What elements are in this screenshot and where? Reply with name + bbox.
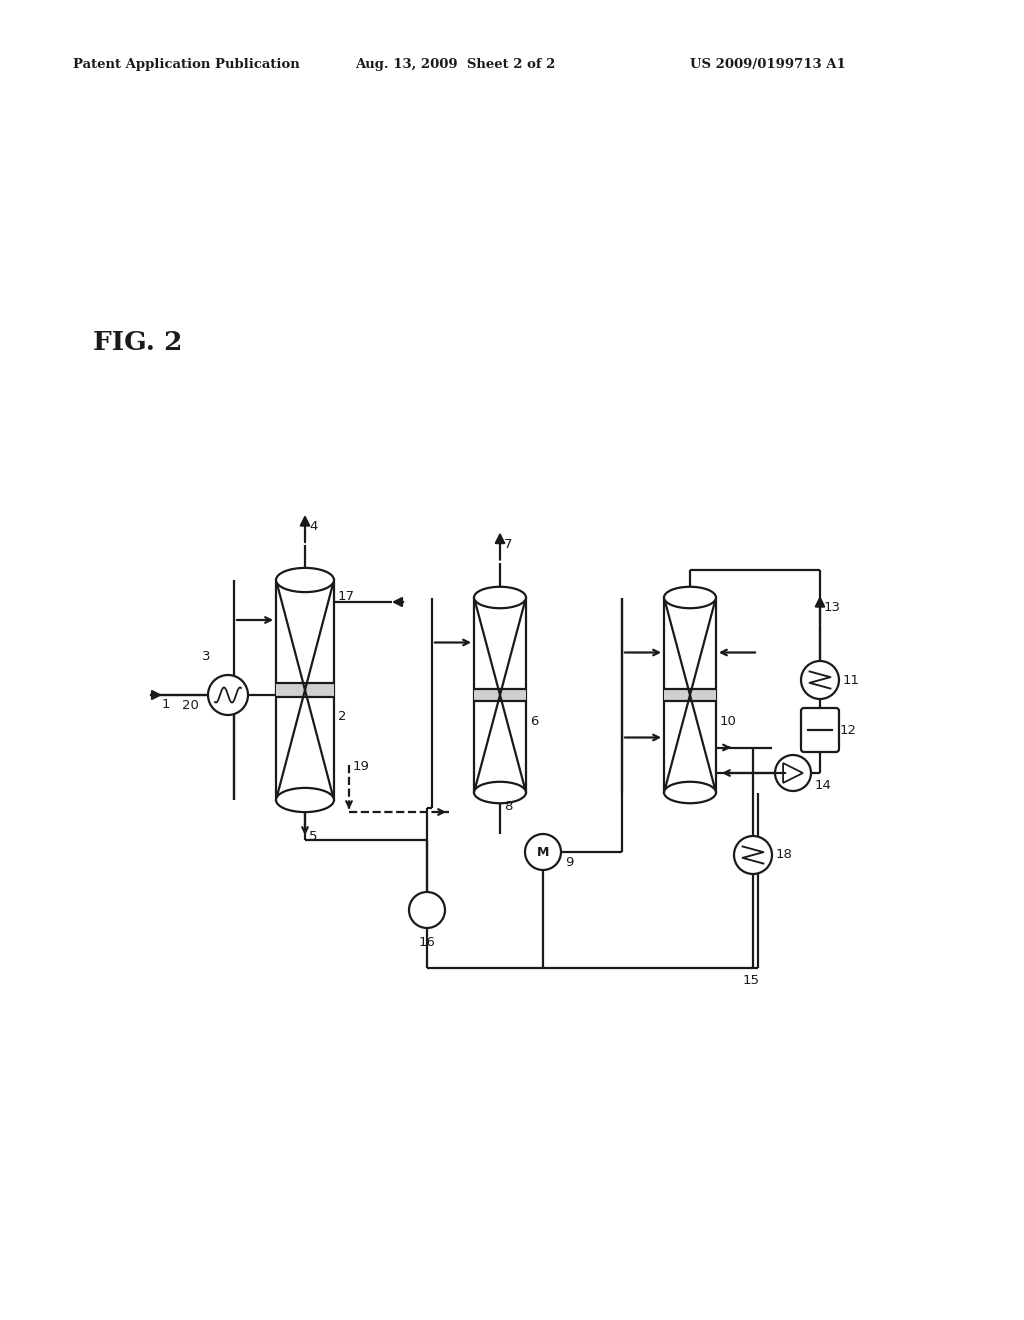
Text: 2: 2	[338, 710, 346, 723]
Text: 12: 12	[840, 723, 857, 737]
Text: 11: 11	[843, 673, 860, 686]
Ellipse shape	[276, 568, 334, 593]
Circle shape	[208, 675, 248, 715]
Text: 7: 7	[504, 537, 512, 550]
Text: 18: 18	[776, 849, 793, 862]
Bar	[276, 579, 334, 800]
Text: US 2009/0199713 A1: US 2009/0199713 A1	[690, 58, 846, 71]
FancyBboxPatch shape	[801, 708, 839, 752]
Bar	[664, 689, 716, 701]
Text: 15: 15	[743, 974, 760, 987]
Bar	[276, 684, 334, 697]
Ellipse shape	[664, 587, 716, 609]
Text: 17: 17	[338, 590, 355, 603]
Text: 19: 19	[353, 760, 370, 774]
Bar	[664, 598, 716, 792]
Ellipse shape	[474, 781, 526, 804]
Circle shape	[409, 892, 445, 928]
Text: 10: 10	[720, 715, 737, 729]
Text: 8: 8	[504, 800, 512, 813]
Ellipse shape	[474, 587, 526, 609]
Text: 16: 16	[419, 936, 435, 949]
Text: 13: 13	[824, 601, 841, 614]
Ellipse shape	[664, 781, 716, 804]
Text: 4: 4	[309, 520, 317, 533]
Text: 1: 1	[162, 698, 171, 711]
Text: FIG. 2: FIG. 2	[93, 330, 182, 355]
Circle shape	[775, 755, 811, 791]
Text: 5: 5	[309, 830, 317, 843]
Text: M: M	[537, 846, 549, 858]
Text: Patent Application Publication: Patent Application Publication	[73, 58, 300, 71]
Text: 20: 20	[182, 700, 199, 711]
Bar	[474, 689, 526, 701]
Text: 3: 3	[202, 649, 211, 663]
Text: Aug. 13, 2009  Sheet 2 of 2: Aug. 13, 2009 Sheet 2 of 2	[355, 58, 555, 71]
Circle shape	[525, 834, 561, 870]
Circle shape	[801, 661, 839, 700]
Ellipse shape	[276, 788, 334, 812]
Circle shape	[734, 836, 772, 874]
Text: 9: 9	[565, 855, 573, 869]
Text: 6: 6	[530, 715, 539, 729]
Text: 14: 14	[815, 779, 831, 792]
Bar	[474, 598, 526, 792]
